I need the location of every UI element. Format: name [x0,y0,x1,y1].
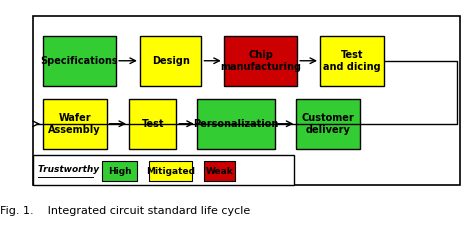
FancyBboxPatch shape [140,36,201,86]
FancyBboxPatch shape [43,99,107,148]
FancyBboxPatch shape [204,161,235,181]
Text: Wafer
Assembly: Wafer Assembly [48,112,101,135]
Text: High: High [108,166,131,176]
FancyBboxPatch shape [102,161,137,181]
Text: Mitigated: Mitigated [146,166,195,176]
Text: Customer
delivery: Customer delivery [302,112,355,135]
Text: Weak: Weak [205,166,233,176]
FancyBboxPatch shape [43,36,116,86]
Text: Fig. 1.    Integrated circuit standard life cycle: Fig. 1. Integrated circuit standard life… [0,207,250,216]
FancyBboxPatch shape [129,99,176,148]
FancyBboxPatch shape [296,99,360,148]
FancyBboxPatch shape [33,155,294,184]
FancyBboxPatch shape [197,99,275,148]
Text: Test: Test [141,119,164,129]
Text: Test
and dicing: Test and dicing [323,50,381,72]
FancyBboxPatch shape [33,16,460,184]
Text: Design: Design [152,56,190,66]
FancyBboxPatch shape [224,36,297,86]
FancyBboxPatch shape [320,36,384,86]
Text: Specifications: Specifications [41,56,118,66]
Text: Chip
manufacturing: Chip manufacturing [220,50,301,72]
Text: Personalization: Personalization [193,119,279,129]
FancyBboxPatch shape [149,161,192,181]
Text: Trustworthy level:: Trustworthy level: [38,165,130,174]
